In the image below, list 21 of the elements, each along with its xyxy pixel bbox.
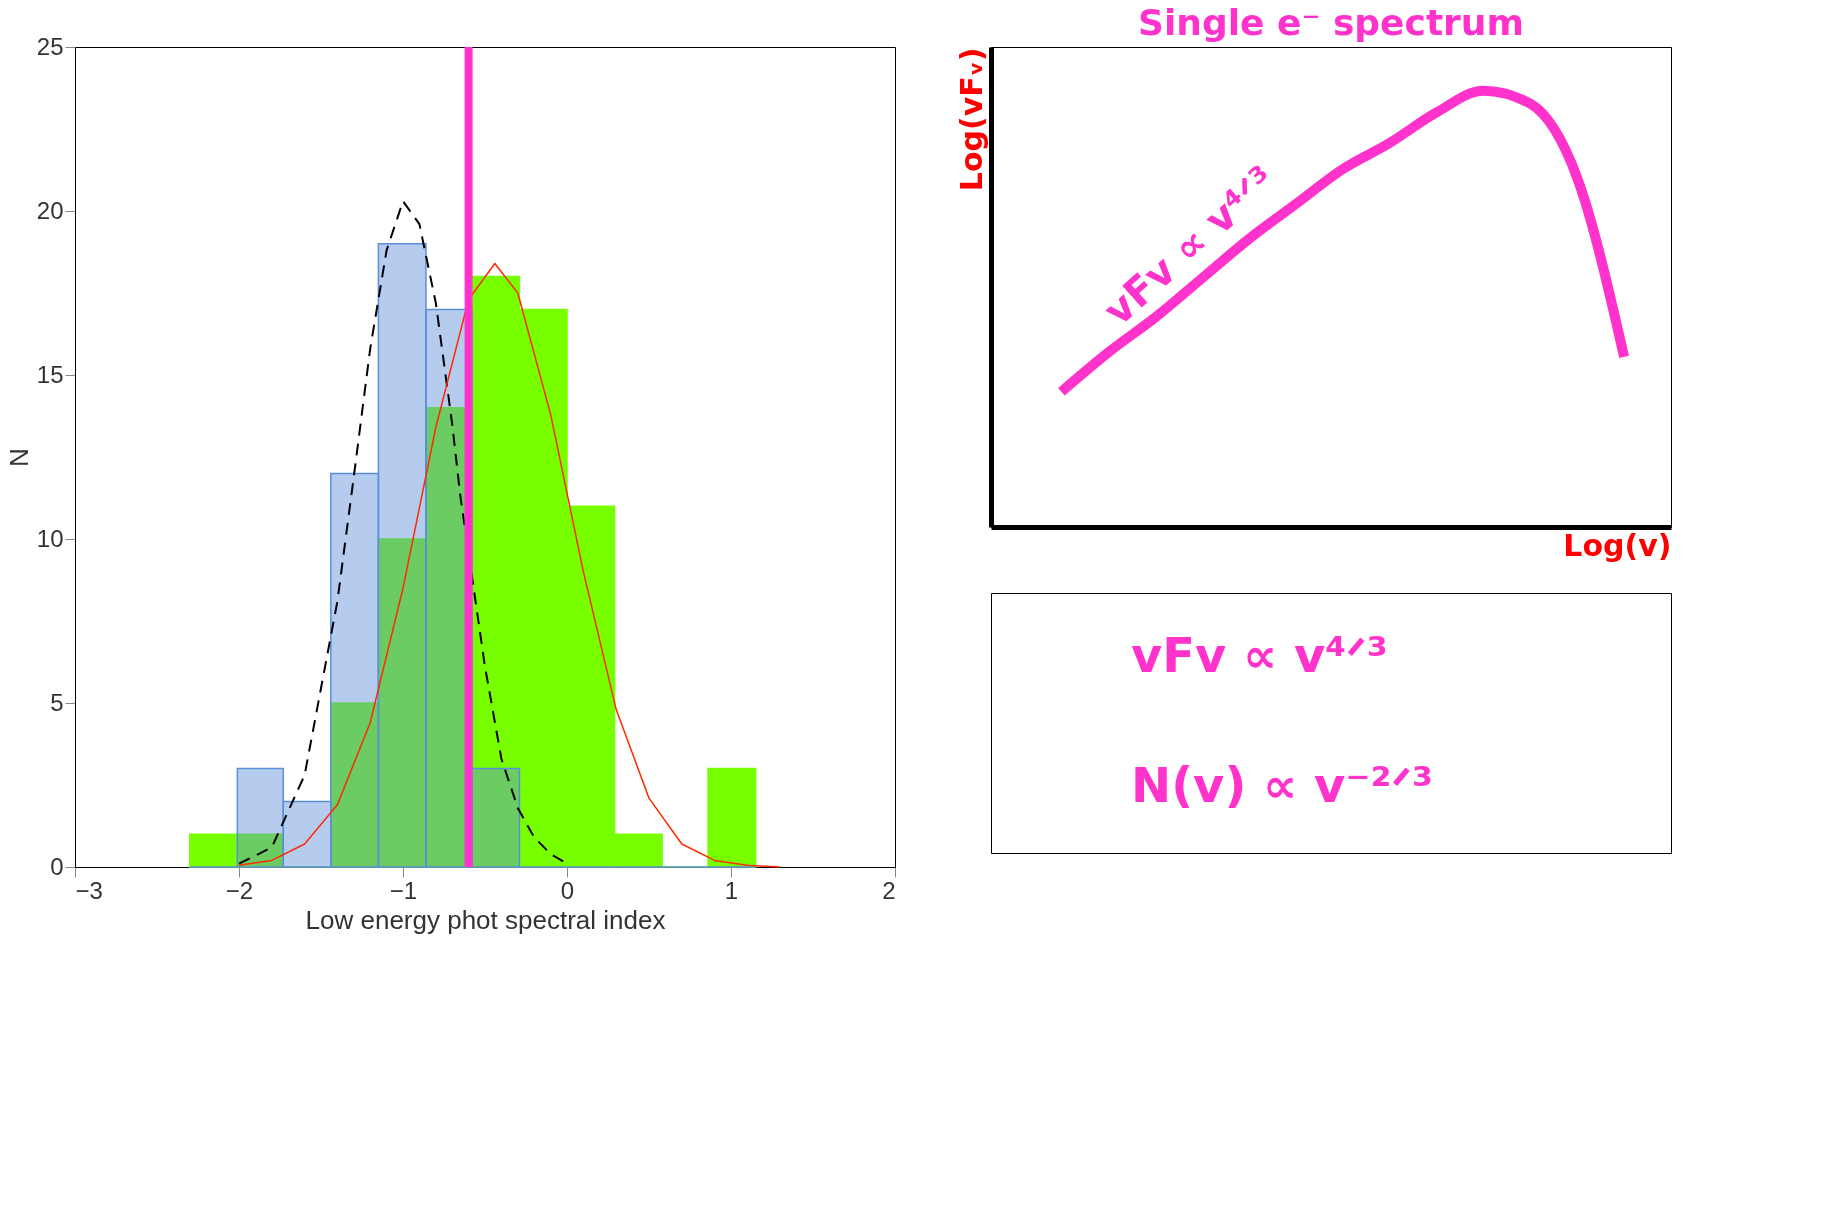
line-series bbox=[238, 262, 781, 868]
x-tick-label: −2 bbox=[225, 876, 254, 904]
y-tick-label: 20 bbox=[36, 196, 64, 224]
y-axis-title: Log(vFᵥ) bbox=[953, 47, 989, 192]
x-tick-label: 1 bbox=[724, 876, 739, 904]
text: vFv ∝ v⁴ᐟ³ bbox=[1131, 627, 1388, 683]
text: N(v) ∝ v⁻²ᐟ³ bbox=[1131, 757, 1433, 813]
chart-title: Single e⁻ spectrum bbox=[1138, 2, 1524, 43]
x-axis-title: Low energy phot spectral index bbox=[305, 904, 666, 935]
y-tick-label: 10 bbox=[36, 524, 64, 552]
x-axis-title: Log(v) bbox=[1563, 527, 1672, 563]
y-tick-label: 0 bbox=[50, 852, 64, 880]
y-tick-label: 25 bbox=[36, 32, 64, 60]
annotation: vFv ∝ v⁴ᐟ³ bbox=[1094, 156, 1285, 335]
y-tick-label: 15 bbox=[36, 360, 64, 388]
x-tick-label: 2 bbox=[882, 876, 896, 904]
x-tick-label: −3 bbox=[75, 876, 103, 904]
x-tick-label: −1 bbox=[389, 876, 418, 904]
y-axis-title: N bbox=[3, 448, 34, 467]
x-tick-label: 0 bbox=[560, 876, 575, 904]
y-tick-label: 5 bbox=[50, 688, 64, 716]
